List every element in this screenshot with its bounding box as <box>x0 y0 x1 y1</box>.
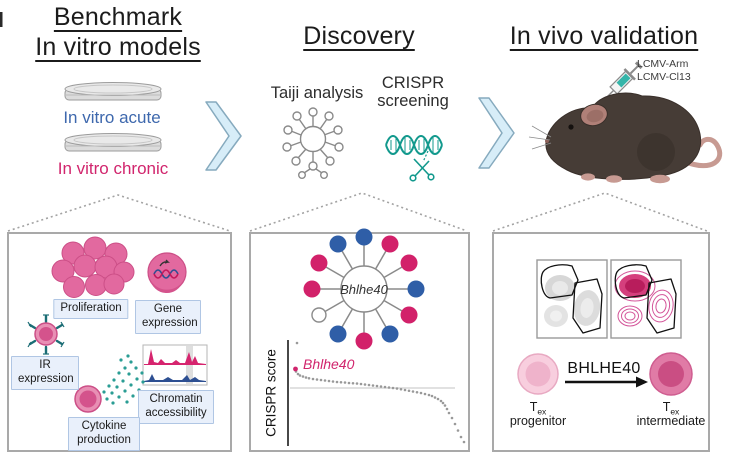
chevron-right-icon <box>205 101 242 171</box>
gene-expression-label: Gene expression <box>135 300 201 334</box>
ir-line1: IR <box>39 359 51 371</box>
mouse-icon <box>528 92 723 184</box>
acute-label: In vitro acute <box>63 108 161 127</box>
chevron-right-icon <box>478 97 515 169</box>
bhlhe40-arrow-label: BHLHE40 <box>567 360 641 377</box>
tex-intermediate-symbol: Tex <box>662 400 680 417</box>
hub-gene-label: Bhlhe40 <box>340 282 388 297</box>
roof-connector-invivo <box>492 192 708 232</box>
gene-expression-line1: Gene <box>153 303 183 315</box>
edge-fragment <box>0 12 3 27</box>
discovery-title: Discovery <box>303 22 415 50</box>
tex-intermediate-label: intermediate <box>636 414 706 428</box>
dna-scissors-icon <box>385 135 443 182</box>
benchmark-title-line1: Benchmark <box>53 3 183 31</box>
chromatin-line1: Chromatin <box>149 393 203 405</box>
benchmark-title-line2: In vitro models <box>35 33 201 61</box>
crispr-screening-label-line1: CRISPR <box>381 74 445 92</box>
crispr-screening-label-line2: screening <box>377 92 449 110</box>
chronic-label: In vitro chronic <box>57 159 169 178</box>
cytokine-line2: production <box>77 433 131 446</box>
petri-dish-icon <box>64 82 162 101</box>
bhlhe40-hit-label: Bhlhe40 <box>303 356 355 372</box>
roof-connector-benchmark <box>7 194 231 232</box>
cytokine-production-label: Cytokine production <box>68 417 140 451</box>
virus-label-arm: LCMV-Arm <box>637 58 689 70</box>
invivo-title: In vivo validation <box>509 22 699 50</box>
roof-connector-discovery <box>249 192 468 232</box>
network-hub-icon <box>282 107 344 179</box>
petri-dish-icon <box>64 133 162 152</box>
tex-progenitor-symbol: Tex <box>529 400 547 417</box>
virus-label-cl13: LCMV-Cl13 <box>637 71 691 83</box>
panel-discovery-results <box>249 232 470 452</box>
proliferation-label: Proliferation <box>53 299 129 319</box>
ir-line2: expression <box>18 372 74 385</box>
gene-expression-line2: expression <box>142 316 198 329</box>
taiji-analysis-label: Taiji analysis <box>270 84 364 102</box>
cytokine-line1: Cytokine <box>81 420 127 432</box>
crispr-score-axis-label: CRISPR score <box>263 349 279 437</box>
chromatin-accessibility-label: Chromatin accessibility <box>138 390 214 424</box>
tex-progenitor-label: progenitor <box>509 414 567 428</box>
ir-expression-label: IR expression <box>11 356 79 390</box>
chromatin-line2: accessibility <box>145 406 207 419</box>
